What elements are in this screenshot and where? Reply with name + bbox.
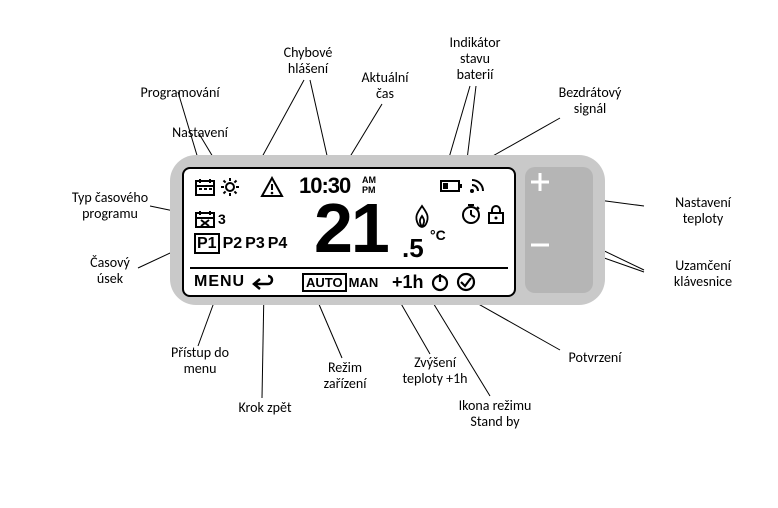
- lcd-divider: [190, 267, 508, 269]
- menu-label: MENU: [194, 273, 245, 291]
- program-p4: P4: [268, 235, 288, 252]
- button-panel: [525, 167, 593, 293]
- thermostat-body: 10:30 AM PM 3 P1P2P3P4 21: [170, 155, 605, 305]
- day-number: 3: [218, 211, 226, 227]
- boost-label: +1h: [392, 272, 424, 293]
- mode-auto-man: AUTOMAN: [302, 273, 380, 292]
- temperature-main: 21: [314, 193, 388, 263]
- program-slots: P1P2P3P4: [194, 235, 287, 253]
- minus-button[interactable]: [525, 230, 593, 293]
- minus-icon: [525, 230, 555, 260]
- man-label: MAN: [347, 275, 381, 290]
- lcd-screen: 10:30 AM PM 3 P1P2P3P4 21: [182, 167, 516, 297]
- temperature-decimal: .5: [402, 233, 424, 264]
- auto-label: AUTO: [302, 273, 347, 292]
- plus-icon: [525, 167, 555, 197]
- temperature-unit: °C: [430, 227, 446, 243]
- program-p2: P2: [223, 235, 243, 252]
- am-label: AM: [362, 176, 376, 185]
- program-p1: P1: [194, 233, 220, 254]
- diagram-root: { "canvas": { "width": 778, "height": 50…: [0, 0, 778, 508]
- plus-button[interactable]: [525, 167, 593, 230]
- program-p3: P3: [245, 235, 265, 252]
